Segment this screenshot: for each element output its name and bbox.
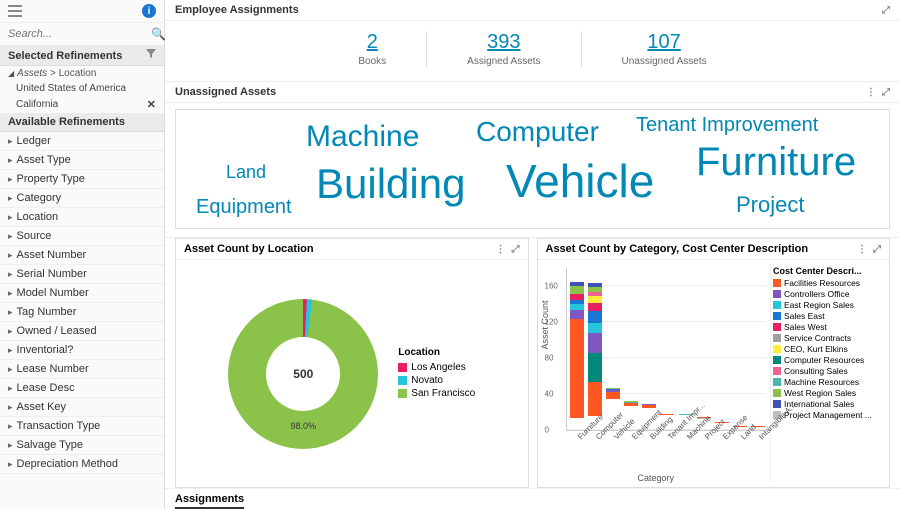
bar-chart[interactable]: 04080120160 [566, 268, 767, 431]
legend-item[interactable]: Facilities Resources [773, 278, 883, 288]
refinement-item[interactable]: Lease Number [0, 360, 164, 379]
kpi: 2 Books [358, 31, 427, 67]
remove-icon[interactable]: ✕ [147, 98, 156, 111]
search-input[interactable] [8, 28, 151, 40]
expand-icon[interactable]: ⤢ [882, 87, 890, 98]
word[interactable]: Furniture [696, 140, 856, 185]
legend-item[interactable]: Machine Resources [773, 377, 883, 387]
donut-legend: Location Los AngelesNovatoSan Francisco [398, 347, 475, 401]
kpi: 393 Assigned Assets [467, 31, 581, 67]
legend-item[interactable]: San Francisco [398, 388, 475, 399]
legend-item[interactable]: Los Angeles [398, 362, 475, 373]
kpi-label: Unassigned Assets [622, 56, 707, 67]
kpi-label: Books [358, 56, 386, 67]
donut-total: 500 [266, 337, 340, 411]
legend-item[interactable]: Novato [398, 375, 475, 386]
word[interactable]: Machine [306, 120, 419, 154]
search-icon[interactable]: 🔍 [151, 27, 166, 41]
donut-title: Asset Count by Location [184, 243, 314, 255]
word[interactable]: Building [316, 160, 465, 208]
bar[interactable] [588, 283, 602, 430]
selected-refinements-header: Selected Refinements [0, 46, 164, 66]
selected-refinement[interactable]: United States of America [0, 81, 164, 96]
donut-pct: 98.0% [291, 421, 317, 431]
refinement-item[interactable]: Asset Key [0, 398, 164, 417]
legend-item[interactable]: Computer Resources [773, 355, 883, 365]
info-icon[interactable]: i [142, 4, 156, 18]
panel-menu-icon[interactable]: ⋮ [496, 244, 506, 255]
wordcloud-title: Unassigned Assets [175, 86, 276, 98]
legend-item[interactable]: Sales East [773, 311, 883, 321]
panel-menu-icon[interactable]: ⋮ [866, 87, 876, 98]
selected-refinement[interactable]: California✕ [0, 96, 164, 113]
page-title-bar: Employee Assignments ⤢ [165, 0, 900, 21]
donut-chart[interactable]: 500 98.0% [228, 299, 378, 449]
legend-item[interactable]: Sales West [773, 322, 883, 332]
panel-menu-icon[interactable]: ⋮ [857, 244, 867, 255]
refinement-item[interactable]: Category [0, 189, 164, 208]
kpi-value[interactable]: 2 [358, 31, 386, 54]
kpi-value[interactable]: 393 [467, 31, 540, 54]
refinement-item[interactable]: Tag Number [0, 303, 164, 322]
word[interactable]: Project [736, 192, 804, 218]
kpi-value[interactable]: 107 [622, 31, 707, 54]
expand-icon[interactable]: ⤢ [512, 244, 520, 255]
available-refinements-header: Available Refinements [0, 113, 164, 132]
refinement-item[interactable]: Source [0, 227, 164, 246]
assignments-header: Assignments [165, 488, 900, 509]
expand-icon[interactable]: ⤢ [873, 244, 881, 255]
main-area: Employee Assignments ⤢ 2 Books 393 Assigned… [165, 0, 900, 509]
bar[interactable] [570, 282, 584, 431]
refinement-item[interactable]: Salvage Type [0, 436, 164, 455]
legend-item[interactable]: Service Contracts [773, 333, 883, 343]
word[interactable]: Computer [476, 116, 599, 148]
word[interactable]: Tenant Improvement [636, 114, 818, 137]
bar-legend: Cost Center Descri... Facilities Resourc… [770, 264, 885, 483]
legend-item[interactable]: CEO, Kurt Elkins [773, 344, 883, 354]
refinement-item[interactable]: Property Type [0, 170, 164, 189]
sidebar: i 🔍 Selected Refinements ◢Assets > Locat… [0, 0, 165, 509]
page-title: Employee Assignments [175, 4, 299, 16]
legend-item[interactable]: Consulting Sales [773, 366, 883, 376]
refinement-item[interactable]: Serial Number [0, 265, 164, 284]
refinement-item[interactable]: Lease Desc [0, 379, 164, 398]
kpi: 107 Unassigned Assets [622, 31, 707, 67]
legend-item[interactable]: East Region Sales [773, 300, 883, 310]
refinement-item[interactable]: Owned / Leased [0, 322, 164, 341]
word[interactable]: Vehicle [506, 154, 654, 208]
refinement-item[interactable]: Asset Number [0, 246, 164, 265]
bar-panel: Asset Count by Category, Cost Center Des… [537, 238, 891, 488]
legend-item[interactable]: Controllers Office [773, 289, 883, 299]
refinement-item[interactable]: Transaction Type [0, 417, 164, 436]
menu-icon[interactable] [8, 5, 22, 17]
word[interactable]: Land [226, 162, 266, 183]
breadcrumb[interactable]: ◢Assets > Location [0, 66, 164, 81]
refinement-item[interactable]: Inventorial? [0, 341, 164, 360]
refinement-item[interactable]: Asset Type [0, 151, 164, 170]
legend-item[interactable]: West Region Sales [773, 388, 883, 398]
wordcloud: Machine Computer Tenant Improvement Land Bui… [175, 109, 890, 229]
expand-icon[interactable]: ⤢ [882, 5, 890, 16]
kpi-row: 2 Books 393 Assigned Assets 107 Unassigned As… [165, 21, 900, 82]
refinement-item[interactable]: Ledger [0, 132, 164, 151]
bar-title: Asset Count by Category, Cost Center Des… [546, 243, 809, 255]
refinement-item[interactable]: Depreciation Method [0, 455, 164, 474]
word[interactable]: Equipment [196, 196, 292, 219]
donut-panel: Asset Count by Location ⋮⤢ 500 98.0% Loc… [175, 238, 529, 488]
kpi-label: Assigned Assets [467, 56, 540, 67]
clear-filters-icon[interactable] [146, 49, 156, 62]
refinement-item[interactable]: Location [0, 208, 164, 227]
refinement-item[interactable]: Model Number [0, 284, 164, 303]
